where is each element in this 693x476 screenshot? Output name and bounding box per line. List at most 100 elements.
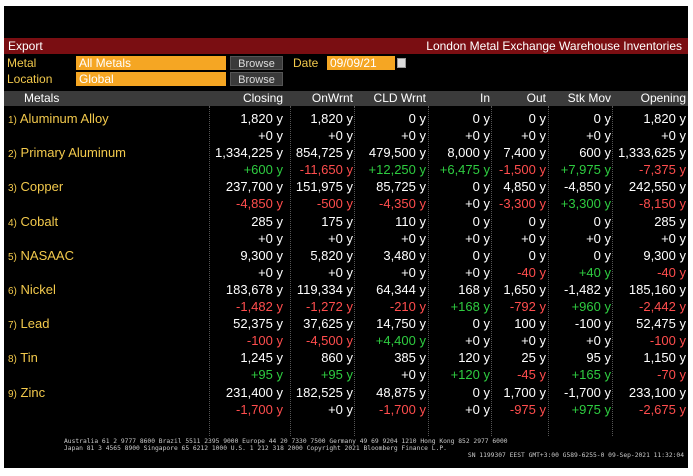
row-number: 3) <box>8 183 17 195</box>
metal-label: Aluminum Alloy <box>19 111 109 126</box>
stkmov-change: +960 y <box>571 299 611 314</box>
col-cldwrnt[interactable]: CLD Wrnt <box>373 91 426 105</box>
location-field[interactable]: Global <box>76 72 226 86</box>
metal-name[interactable]: 3) Copper <box>8 179 63 196</box>
col-out[interactable]: Out <box>526 91 546 105</box>
metal-name[interactable]: 5) NASAAC <box>8 248 74 265</box>
in-change: +0 y <box>465 196 490 212</box>
stkmov-change: +165 y <box>571 367 611 383</box>
closing-change: -1,700 y <box>236 401 283 417</box>
stkmov-value: 600 y <box>579 145 611 161</box>
col-metals[interactable]: Metals <box>24 91 60 105</box>
cldwrnt-change: -210 y <box>389 299 426 314</box>
in-change: +0 y <box>465 128 490 143</box>
closing-value: 1,820 y <box>240 111 283 126</box>
table-row[interactable]: 2) Primary Aluminum 1,334,225 y 854,725 y 4… <box>4 143 688 177</box>
metal-label: Lead <box>20 316 50 332</box>
out-change: -792 y <box>509 299 546 314</box>
metal-name[interactable]: 9) Zinc <box>8 385 45 402</box>
onwrnt-change: -1,272 y <box>306 299 353 314</box>
table-row[interactable]: 1) Aluminum Alloy 1,820 y 1,820 y 0 y 0 y 0 y… <box>4 109 688 143</box>
in-value: 8,000 y <box>447 145 490 161</box>
date-field[interactable]: 09/09/21 <box>327 56 395 70</box>
metal-field[interactable]: All Metals <box>76 56 226 70</box>
in-value: 0 y <box>472 247 490 263</box>
metal-name[interactable]: 1) Aluminum Alloy <box>8 111 109 128</box>
opening-change: -100 y <box>649 333 686 349</box>
column-divider <box>548 106 549 436</box>
browse-location-button[interactable]: Browse <box>230 72 283 86</box>
closing-change: +0 y <box>258 230 283 246</box>
closing-value: 237,700 y <box>225 179 283 195</box>
onwrnt-value: 5,820 y <box>310 247 353 263</box>
col-onwrnt[interactable]: OnWrnt <box>311 91 353 105</box>
out-change: -45 y <box>517 367 546 383</box>
onwrnt-value: 119,334 y <box>296 282 353 297</box>
cldwrnt-value: 110 y <box>395 213 426 229</box>
metal-name[interactable]: 2) Primary Aluminum <box>8 145 126 162</box>
metal-label: Copper <box>20 179 64 195</box>
row-number: 7) <box>8 320 17 332</box>
cldwrnt-value: 0 y <box>408 111 426 126</box>
onwrnt-value: 182,525 y <box>295 384 353 400</box>
cldwrnt-value: 64,344 y <box>376 282 426 297</box>
stkmov-value: 0 y <box>593 247 611 263</box>
metal-name[interactable]: 6) Nickel <box>8 282 56 299</box>
stkmov-change: +975 y <box>571 401 611 417</box>
out-value: 0 y <box>528 213 546 229</box>
out-change: -40 y <box>517 264 546 280</box>
stkmov-value: -100 y <box>574 316 611 332</box>
stkmov-change: +0 y <box>586 230 611 246</box>
cldwrnt-value: 14,750 y <box>376 316 426 332</box>
closing-value: 285 y <box>251 213 283 229</box>
cldwrnt-change: +0 y <box>401 128 426 143</box>
in-value: 120 y <box>458 350 490 366</box>
out-change: +0 y <box>521 333 546 349</box>
footer-line-3: SN 1199307 EEST GMT+3:00 G589-6255-0 09-… <box>467 452 684 459</box>
row-number: 6) <box>8 286 17 297</box>
col-closing[interactable]: Closing <box>242 91 283 105</box>
row-number: 1) <box>8 115 17 126</box>
closing-change: -4,850 y <box>236 196 283 212</box>
opening-change: -2,675 y <box>639 401 686 417</box>
browse-metal-button[interactable]: Browse <box>230 56 283 70</box>
closing-value: 1,334,225 y <box>215 145 283 161</box>
stkmov-value: -1,700 y <box>564 384 611 400</box>
metal-name[interactable]: 7) Lead <box>8 316 49 333</box>
column-divider <box>354 106 355 436</box>
opening-value: 1,150 y <box>643 350 686 366</box>
closing-change: +600 y <box>243 162 283 178</box>
col-stkmov[interactable]: Stk Mov <box>567 91 611 105</box>
opening-value: 185,160 y <box>628 282 686 297</box>
table-row[interactable]: 8) Tin 1,245 y 860 y 385 y 120 y 25 y 95 y 1,15… <box>4 348 688 382</box>
opening-value: 233,100 y <box>628 384 686 400</box>
cldwrnt-change: +0 y <box>401 264 426 280</box>
col-in[interactable]: In <box>479 91 490 105</box>
calendar-icon[interactable] <box>397 58 406 68</box>
metal-label: Zinc <box>20 384 46 400</box>
table-row[interactable]: 9) Zinc 231,400 y 182,525 y 48,875 y 0 y 1,70… <box>4 383 688 417</box>
opening-change: +0 y <box>661 128 686 143</box>
table-row[interactable]: 6) Nickel 183,678 y 119,334 y 64,344 y 168 y… <box>4 280 688 314</box>
export-button[interactable]: Export <box>8 39 43 53</box>
table-row[interactable]: 5) NASAAC 9,300 y 5,820 y 3,480 y 0 y 0 y 0 y 9… <box>4 246 688 280</box>
row-number: 9) <box>8 388 17 400</box>
metal-name[interactable]: 4) Cobalt <box>8 214 58 231</box>
stkmov-change: +7,975 y <box>560 162 611 178</box>
column-divider <box>290 106 291 436</box>
in-value: 168 y <box>458 282 490 297</box>
row-number: 2) <box>8 149 17 161</box>
table-row[interactable]: 7) Lead 52,375 y 37,625 y 14,750 y 0 y 100 y -… <box>4 314 688 348</box>
column-divider <box>428 106 429 436</box>
out-change: -3,300 y <box>499 196 546 212</box>
closing-change: +0 y <box>258 128 283 143</box>
in-value: 0 y <box>472 111 490 126</box>
stkmov-value: -1,482 y <box>564 282 611 297</box>
col-opening[interactable]: Opening <box>640 91 686 105</box>
onwrnt-change: +95 y <box>320 367 353 383</box>
onwrnt-change: +0 y <box>328 230 353 246</box>
opening-change: -2,442 y <box>639 299 686 314</box>
table-row[interactable]: 3) Copper 237,700 y 151,975 y 85,725 y 0 y 4,… <box>4 177 688 211</box>
metal-name[interactable]: 8) Tin <box>8 350 38 367</box>
